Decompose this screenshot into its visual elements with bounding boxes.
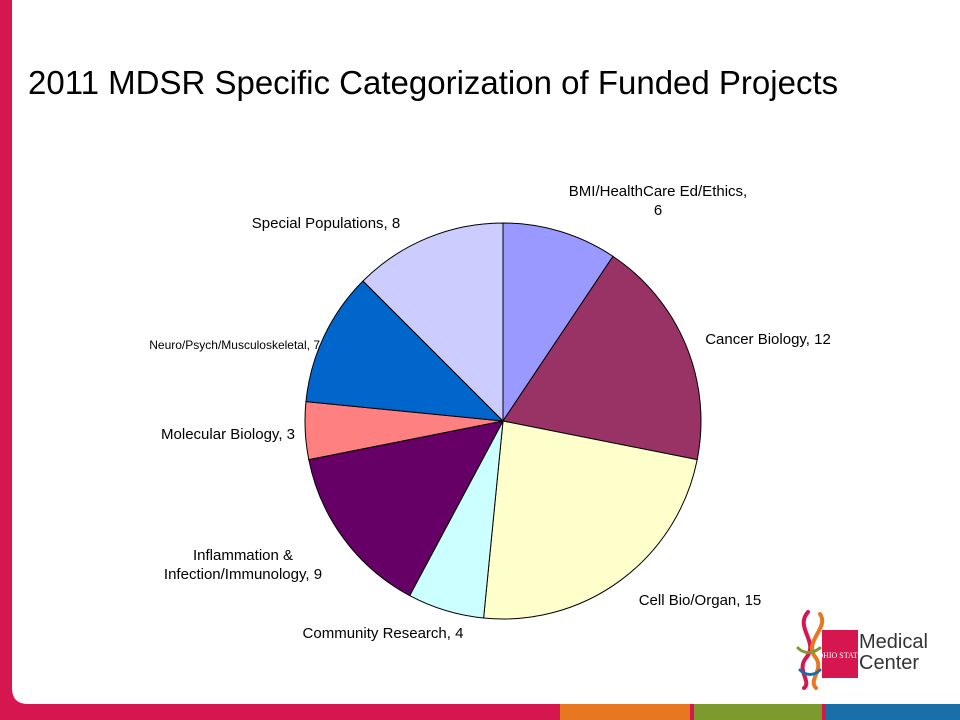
pie-slice-5 [308,420,504,597]
footer-bar-2 [560,704,690,720]
pie-label-1: BMI/HealthCare Ed/Ethics, 6 [569,183,747,219]
pie-labels: BMI/HealthCare Ed/Ethics, 6 Cancer Biology… [149,183,831,642]
helix-strand-red [800,610,813,690]
pie-label-3: Cell Bio/Organ, 15 [639,592,762,609]
dna-helix-icon: OHIO STATE [796,610,862,690]
pie-slice-8 [362,222,504,423]
pie-label-2: Cancer Biology, 12 [705,331,831,348]
medical-center-logo-text: Medical Center [859,632,928,674]
footer-bar-3 [694,704,822,720]
logo-line-center: Center [859,652,920,674]
pie-label-6: Molecular Biology, 3 [161,426,295,443]
ohio-state-badge [822,630,858,678]
footer-bar-1 [28,704,556,720]
pie-label-4: Community Research, 4 [303,625,464,642]
pie-slice-1 [502,222,614,423]
footer-bar-4 [826,704,960,720]
pie-label-7: Neuro/Psych/Musculoskeletal, 7 [149,338,320,352]
pie-slices [304,222,702,620]
logo-line-medical: Medical [859,631,928,653]
pie-slice-3 [483,420,698,620]
helix-strand-green [796,646,822,654]
slide-title: 2011 MDSR Specific Categorization of Fun… [28,64,839,101]
pie-slice-2 [502,255,702,461]
pie-label-8: Special Populations, 8 [252,215,400,232]
pie-slice-7 [305,280,505,422]
ohio-state-badge-text: OHIO STATE [817,651,862,660]
pie-label-5: Inflammation & Infection/Immunology, 9 [164,547,322,583]
helix-strand-blue [798,668,822,676]
helix-strand-orange [810,612,825,690]
